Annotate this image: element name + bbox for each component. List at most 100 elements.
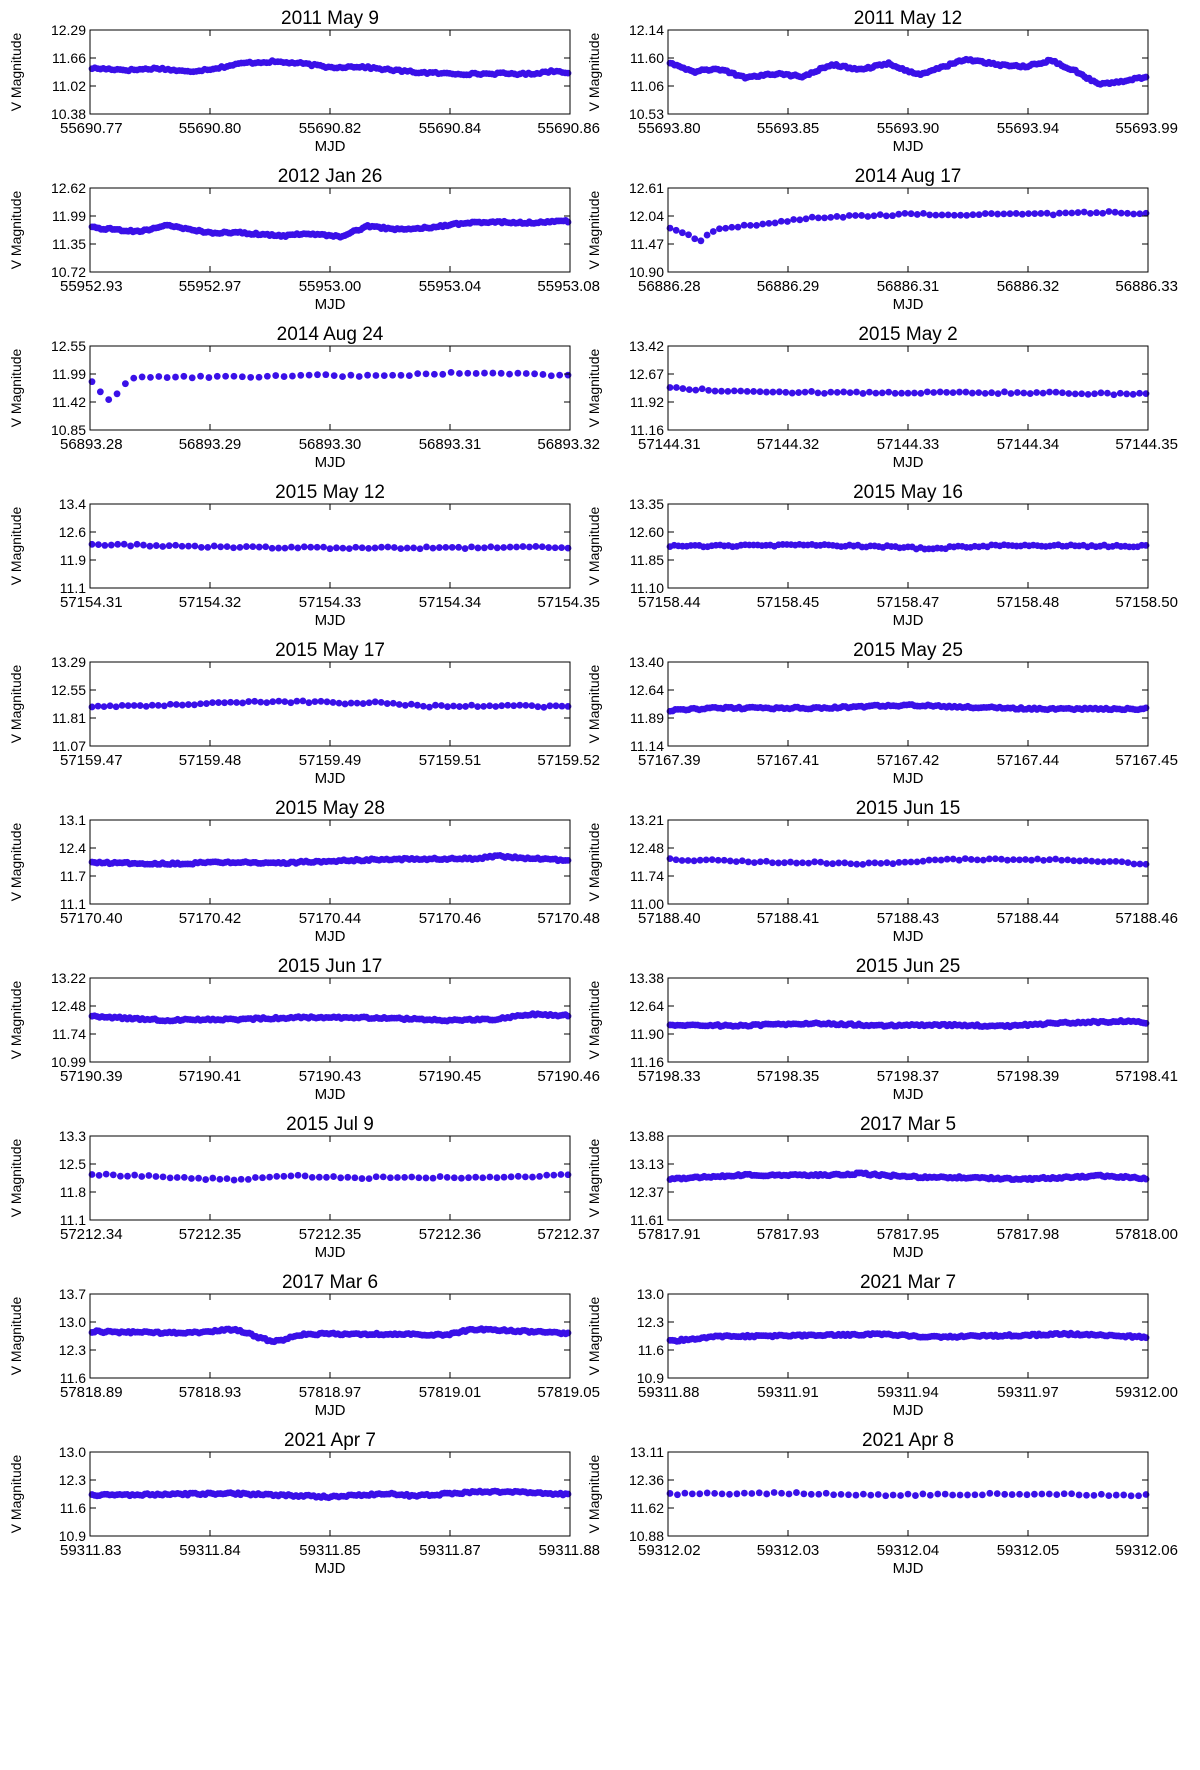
data-point [711, 387, 719, 395]
data-points [88, 368, 572, 403]
y-tick-label: 11.6 [638, 1342, 664, 1358]
y-axis-label: V Magnitude [586, 980, 602, 1059]
y-axis-label: V Magnitude [8, 32, 24, 111]
data-point [1136, 210, 1144, 218]
y-tick-label: 13.13 [629, 1156, 664, 1172]
x-tick-label: 56893.28 [60, 436, 123, 453]
data-point [1088, 857, 1096, 865]
x-tick-label: 59312.03 [757, 1542, 820, 1559]
data-point [147, 373, 154, 381]
y-tick-label: 11.74 [630, 868, 664, 884]
x-tick-label: 57159.47 [60, 752, 123, 769]
x-axis-label: MJD [893, 1560, 924, 1577]
data-point [419, 702, 427, 710]
data-point [1028, 856, 1035, 864]
data-points [666, 540, 1150, 553]
data-point [1031, 210, 1039, 217]
x-tick-label: 57144.31 [638, 436, 701, 453]
data-point [429, 544, 437, 552]
data-point [1020, 389, 1028, 397]
data-point [333, 544, 340, 552]
data-point [962, 388, 970, 396]
data-point [287, 1172, 295, 1180]
y-tick-label: 10.90 [629, 264, 664, 280]
data-point [532, 543, 540, 550]
data-point [814, 214, 822, 222]
x-tick-label: 55690.84 [419, 120, 482, 137]
data-point [558, 702, 566, 710]
data-point [975, 211, 983, 219]
data-point [389, 371, 397, 379]
data-point [365, 544, 372, 552]
data-point [1039, 389, 1047, 397]
y-tick-label: 12.36 [629, 1472, 664, 1488]
data-point [1049, 211, 1057, 219]
data-point [386, 1174, 394, 1182]
data-point [223, 1175, 231, 1183]
data-point [716, 225, 723, 233]
x-tick-label: 57144.33 [877, 436, 940, 453]
data-point [426, 703, 433, 711]
data-point [237, 1175, 245, 1183]
data-point [500, 544, 508, 551]
data-point [521, 1173, 529, 1181]
data-point [685, 231, 692, 239]
data-point [969, 211, 977, 219]
data-point [864, 213, 872, 220]
data-point [380, 372, 388, 380]
y-tick-label: 10.99 [51, 1054, 86, 1070]
data-point [263, 372, 271, 380]
data-point [994, 390, 1002, 398]
data-point [853, 388, 860, 396]
data-point [461, 545, 469, 552]
data-point [474, 703, 482, 710]
data-point [507, 1173, 515, 1181]
data-point [1105, 208, 1113, 215]
data-point [456, 703, 463, 710]
panel-title: 2014 Aug 17 [855, 166, 962, 187]
data-point [450, 1174, 458, 1182]
x-tick-label: 59311.94 [877, 1384, 938, 1401]
data-point [901, 858, 909, 866]
x-tick-label: 57188.40 [638, 910, 701, 927]
data-point [1025, 210, 1032, 218]
data-point [756, 858, 764, 866]
y-tick-label: 11.35 [52, 236, 86, 252]
y-tick-label: 12.55 [51, 682, 86, 698]
x-tick-label: 57167.45 [1115, 752, 1178, 769]
light-curve-panel: 2015 May 2 11.16 11.92 12.67 13.42 57144.31 57… [586, 324, 1178, 471]
y-tick-label: 12.48 [629, 840, 664, 856]
data-point [395, 701, 403, 708]
x-tick-label: 56886.33 [1115, 278, 1178, 295]
y-tick-label: 11.89 [630, 710, 664, 726]
data-point [1008, 1491, 1016, 1498]
data-point [1136, 389, 1143, 397]
data-point [377, 698, 385, 706]
x-tick-label: 59311.88 [539, 1542, 600, 1559]
data-point [546, 702, 554, 710]
data-point [347, 699, 355, 707]
data-point [1001, 1490, 1009, 1498]
y-tick-label: 11.92 [630, 394, 664, 410]
data-point [403, 544, 411, 552]
data-point [993, 1490, 1001, 1498]
data-point [188, 1175, 195, 1182]
data-point [311, 698, 319, 705]
data-point [101, 542, 109, 549]
x-tick-label: 57159.52 [537, 752, 600, 769]
data-point [118, 701, 126, 709]
data-point [846, 389, 854, 397]
data-point [172, 541, 180, 549]
data-point [805, 859, 812, 867]
data-point [979, 856, 987, 864]
data-point [1022, 856, 1029, 863]
data-point [994, 210, 1002, 218]
data-point [877, 859, 885, 867]
data-point [371, 698, 379, 706]
data-point [961, 855, 969, 862]
x-tick-label: 59311.87 [419, 1542, 480, 1559]
x-tick-label: 57144.35 [1115, 436, 1178, 453]
data-point [359, 700, 367, 707]
data-point [185, 701, 192, 708]
data-point [750, 388, 758, 395]
